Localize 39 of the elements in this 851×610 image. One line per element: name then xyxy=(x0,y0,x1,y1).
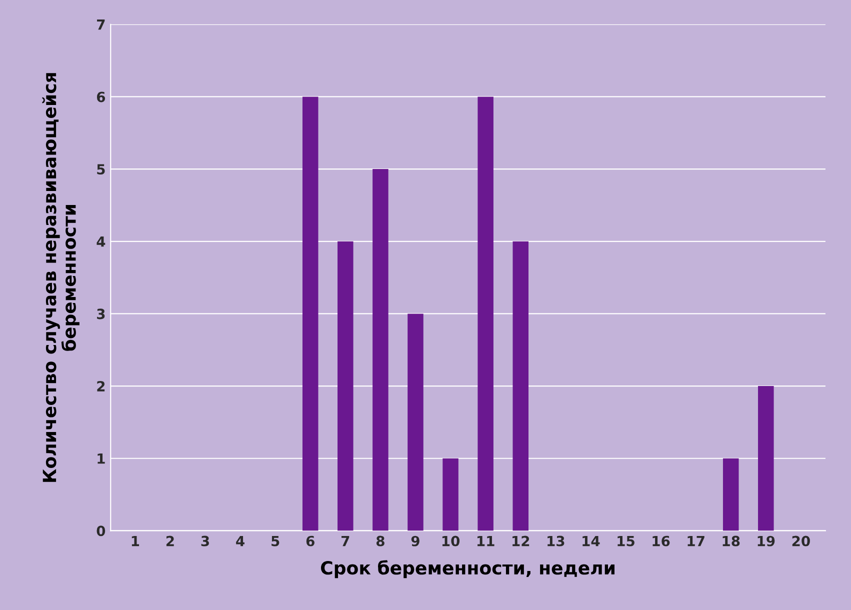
bar xyxy=(478,96,494,531)
y-tick-label: 5 xyxy=(97,164,105,175)
x-tick-label: 8 xyxy=(376,536,384,546)
x-tick-label: 3 xyxy=(201,536,209,546)
y-tick-label: 3 xyxy=(97,308,105,320)
x-tick-label: 5 xyxy=(272,536,280,546)
y-tick-label: 2 xyxy=(97,381,105,392)
bar xyxy=(722,458,739,531)
y-tick-label: 0 xyxy=(96,526,106,536)
y-tick-label: 1 xyxy=(98,454,105,464)
x-tick-label: 10 xyxy=(442,536,460,546)
x-axis-title: Срок беременности, недели xyxy=(321,560,614,578)
x-tick-label: 6 xyxy=(306,536,314,546)
y-axis-title: Количество случаев неразвивающейся беременности xyxy=(42,73,80,482)
x-tick-label: 20 xyxy=(792,536,810,546)
x-tick-label: 15 xyxy=(618,536,634,546)
bar xyxy=(758,386,774,531)
x-tick-label: 14 xyxy=(582,536,600,546)
y-tick-label: 7 xyxy=(97,20,105,30)
x-tick-label: 13 xyxy=(548,536,564,546)
x-tick-label: 17 xyxy=(688,536,704,546)
x-tick-label: 9 xyxy=(411,536,420,546)
y-tick-label: 4 xyxy=(96,236,106,247)
bar xyxy=(408,314,424,531)
x-tick-label: 12 xyxy=(512,536,530,546)
x-tick-label: 2 xyxy=(166,536,174,546)
x-tick-label: 7 xyxy=(342,536,350,546)
x-tick-label: 11 xyxy=(477,536,494,546)
x-tick-label: 1 xyxy=(132,536,140,546)
bar xyxy=(372,169,388,531)
x-tick-label: 16 xyxy=(652,536,670,546)
bar xyxy=(302,96,318,531)
bar xyxy=(338,241,354,531)
bar xyxy=(442,458,458,531)
x-tick-label: 19 xyxy=(758,536,775,546)
x-tick-label: 18 xyxy=(722,536,740,546)
x-tick-label: 4 xyxy=(236,536,244,546)
y-tick-label: 6 xyxy=(96,92,106,102)
bar xyxy=(512,241,528,531)
